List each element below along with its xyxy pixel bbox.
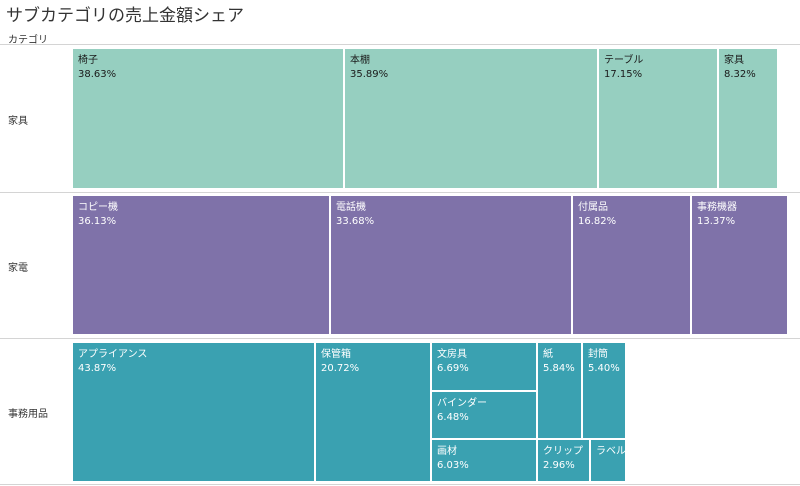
treemap-tile[interactable]: 椅子 38.63% [72, 48, 344, 189]
tile-label: 画材 [437, 446, 457, 457]
tile-share: 20.72% [321, 363, 360, 374]
tile-label: 椅子 [78, 55, 98, 66]
tile-share: 2.96% [543, 460, 575, 471]
treemap-tile[interactable]: クリップ 2.96% [537, 439, 590, 482]
treemap-tile[interactable]: 保管箱 20.72% [315, 342, 431, 482]
tile-share: 38.63% [78, 69, 117, 80]
tile-label: 文房具 [437, 349, 467, 360]
tile-label: 事務機器 [697, 202, 737, 213]
tile-label: テーブル [604, 55, 644, 66]
tile-label: コピー機 [78, 202, 118, 213]
treemap-tile[interactable]: 画材 6.03% [431, 439, 537, 482]
tile-share: 33.68% [336, 216, 375, 227]
treemap-tile[interactable]: 付属品 16.82% [572, 195, 691, 335]
tile-label: 家具 [724, 55, 744, 66]
tile-share: 17.15% [604, 69, 643, 80]
treemap-tile[interactable]: アプライアンス 43.87% [72, 342, 315, 482]
treemap-tile[interactable]: 封筒 5.40% [582, 342, 626, 439]
category-label-office: 事務用品 [8, 409, 48, 420]
tile-share: 6.48% [437, 412, 469, 423]
treemap-tile[interactable]: コピー機 36.13% [72, 195, 330, 335]
treemap-tile[interactable]: テーブル 17.15% [598, 48, 718, 189]
tile-label: バインダー [437, 398, 487, 409]
treemap-tile[interactable]: 文房具 6.69% [431, 342, 537, 391]
tile-label: 紙 [543, 349, 553, 360]
tile-share: 35.89% [350, 69, 389, 80]
tile-share: 16.82% [578, 216, 617, 227]
row-divider-2 [0, 338, 800, 339]
category-label-appliance: 家電 [8, 263, 28, 274]
tile-label: 封筒 [588, 349, 608, 360]
tile-share: 6.69% [437, 363, 469, 374]
treemap-tile[interactable]: 本棚 35.89% [344, 48, 598, 189]
tile-share: 5.84% [543, 363, 575, 374]
tile-label: 電話機 [336, 202, 366, 213]
treemap-tile[interactable]: 電話機 33.68% [330, 195, 572, 335]
treemap-tile[interactable]: 家具 8.32% [718, 48, 778, 189]
tile-share: 6.03% [437, 460, 469, 471]
tile-share: 43.87% [78, 363, 117, 374]
treemap-tile[interactable]: バインダー 6.48% [431, 391, 537, 439]
tile-label: 本棚 [350, 55, 370, 66]
treemap-tile[interactable]: ラベル [590, 439, 626, 482]
tile-share: 8.32% [724, 69, 756, 80]
row-divider-3 [0, 484, 800, 485]
row-divider-1 [0, 192, 800, 193]
tile-share: 5.40% [588, 363, 620, 374]
tile-label: 付属品 [578, 202, 608, 213]
chart-title: サブカテゴリの売上金額シェア [6, 6, 244, 26]
tile-label: アプライアンス [78, 349, 148, 360]
tile-label: ラベル [596, 446, 626, 457]
tile-label: クリップ [543, 446, 583, 457]
tile-label: 保管箱 [321, 349, 351, 360]
treemap-tile[interactable]: 紙 5.84% [537, 342, 582, 439]
category-column-header: カテゴリ [8, 35, 48, 46]
category-label-furniture: 家具 [8, 116, 28, 127]
treemap-tile[interactable]: 事務機器 13.37% [691, 195, 788, 335]
tile-share: 13.37% [697, 216, 736, 227]
header-divider [0, 44, 800, 45]
tile-share: 36.13% [78, 216, 117, 227]
